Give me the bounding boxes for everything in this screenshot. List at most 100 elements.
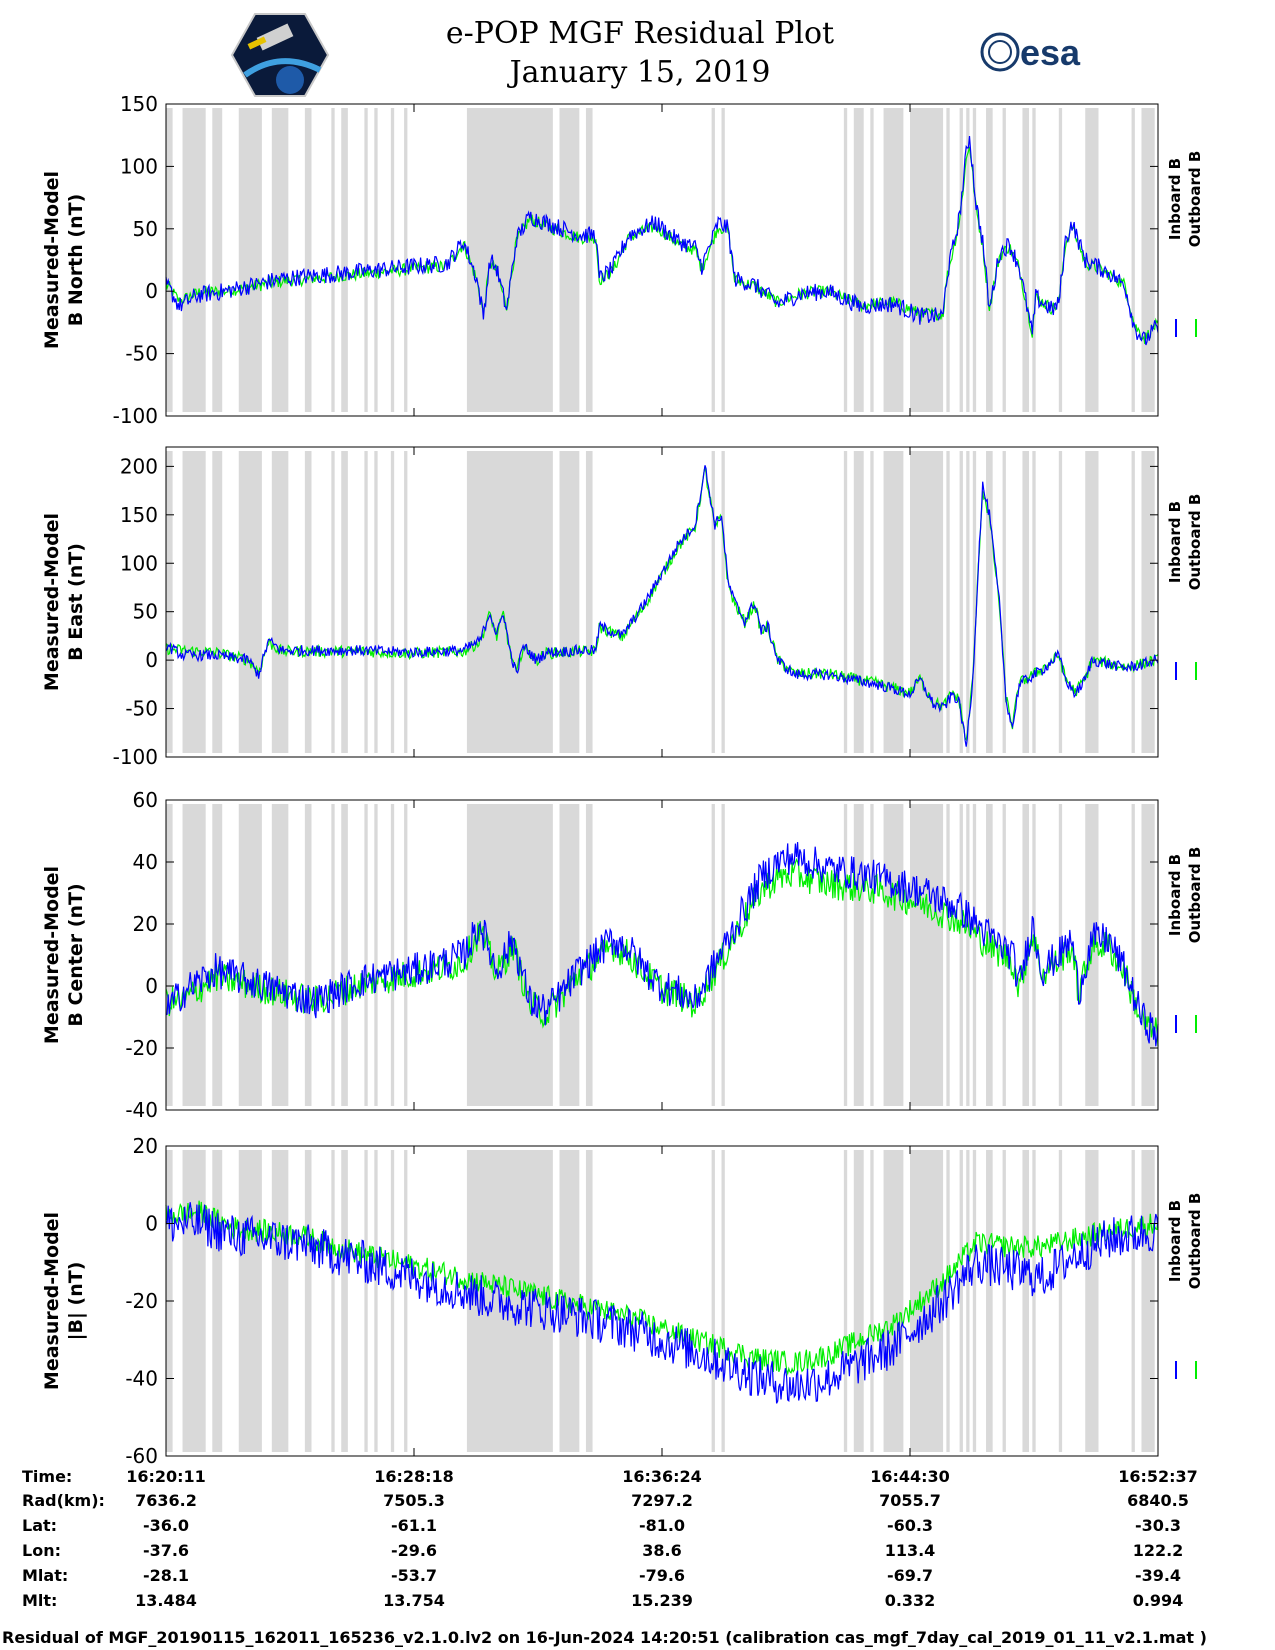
gap-shade <box>986 108 993 412</box>
gap-shade <box>390 108 395 412</box>
gap-shade <box>374 451 378 753</box>
gap-shade <box>404 1150 408 1452</box>
gap-shade <box>374 804 378 1106</box>
gap-shade <box>182 1150 206 1452</box>
gap-shade <box>1058 1150 1063 1452</box>
y-axis-label-line1: Measured-Model <box>41 171 63 349</box>
gap-shade <box>559 804 580 1106</box>
gap-shade <box>721 1150 725 1452</box>
gap-shade <box>182 108 206 412</box>
y-axis-label-line1: Measured-Model <box>41 866 63 1044</box>
gap-shade <box>238 108 262 412</box>
table-cell: -53.7 <box>391 1566 437 1585</box>
gap-shade <box>390 451 395 753</box>
y-tick-label: 0 <box>145 974 158 998</box>
gap-shade <box>466 108 553 412</box>
gap-shade <box>1002 451 1006 753</box>
gap-shade <box>1058 451 1063 753</box>
gap-shade <box>304 108 312 412</box>
y-tick-label: 60 <box>133 788 158 812</box>
table-row-label: Lat: <box>22 1516 57 1535</box>
gap-shade <box>959 451 963 753</box>
y-tick-label: 150 <box>120 503 158 527</box>
gap-shade <box>1141 451 1155 753</box>
y-tick-label: 20 <box>133 1134 158 1158</box>
gap-shade <box>946 451 950 753</box>
gap-shade <box>883 1150 904 1452</box>
gap-shade <box>238 804 262 1106</box>
series-inboard-line <box>165 842 1159 1047</box>
gap-shade <box>166 108 173 412</box>
gap-shade <box>883 451 904 753</box>
gap-shade <box>304 804 312 1106</box>
gap-shade <box>331 108 335 412</box>
y-axis-label-line1: Measured-Model <box>41 1212 63 1390</box>
legend-inboard-label: Inboard B <box>1166 501 1184 583</box>
y-tick-label: 100 <box>120 551 158 575</box>
plot-date: January 15, 2019 <box>507 55 771 90</box>
gap-shade <box>390 804 395 1106</box>
series-outboard-line <box>165 466 1159 741</box>
gap-shade <box>870 804 874 1106</box>
gap-shade <box>559 451 580 753</box>
gap-shade <box>1032 1150 1036 1452</box>
gap-shade <box>843 1150 848 1452</box>
gap-shade <box>959 804 963 1106</box>
legend-outboard-label: Outboard B <box>1186 1193 1204 1290</box>
cassiope-logo <box>230 13 330 97</box>
gap-shade <box>271 1150 289 1452</box>
y-tick-label: 100 <box>120 154 158 178</box>
y-axis-label-line2: B East (nT) <box>65 543 87 661</box>
y-tick-label: -100 <box>113 404 158 428</box>
gap-shade <box>972 108 977 412</box>
gap-shade <box>304 451 312 753</box>
gap-shade <box>946 108 950 412</box>
gap-shade <box>711 451 715 753</box>
axes-frame <box>165 1145 1159 1457</box>
gap-shade <box>364 451 368 753</box>
gap-shade <box>1022 1150 1030 1452</box>
table-cell: 16:36:24 <box>622 1467 702 1486</box>
legend-inboard-label: Inboard B <box>1166 854 1184 936</box>
table-cell: 0.332 <box>885 1591 936 1610</box>
gap-shade <box>374 108 378 412</box>
esa-logo-text: esa <box>1020 32 1081 73</box>
table-cell: 15.239 <box>631 1591 693 1610</box>
gap-shade <box>390 1150 395 1452</box>
table-cell: -28.1 <box>143 1566 189 1585</box>
gap-shade <box>341 1150 348 1452</box>
panel-center: 60 40 20 0 -20 -40 Measured-Model B Center (nT)… <box>41 788 1204 1122</box>
gap-shade <box>853 451 864 753</box>
gap-shade <box>585 1150 593 1452</box>
gap-shade <box>331 451 335 753</box>
gap-shade <box>364 804 368 1106</box>
table-cell: -37.6 <box>143 1541 189 1560</box>
legend-outboard-label: Outboard B <box>1186 494 1204 591</box>
table-cell: 7055.7 <box>879 1491 941 1510</box>
gap-shade <box>331 1150 335 1452</box>
y-tick-label: -50 <box>125 342 158 366</box>
gap-shade <box>966 1150 970 1452</box>
table-cell: 13.484 <box>135 1591 197 1610</box>
y-tick-label: 200 <box>120 454 158 478</box>
axes-frame <box>165 799 1159 1111</box>
gap-shade <box>559 108 580 412</box>
gap-shade <box>466 804 553 1106</box>
gap-shade <box>1141 108 1155 412</box>
y-tick-label: 20 <box>133 912 158 936</box>
y-tick-label: -40 <box>125 1098 158 1122</box>
table-cell: -30.3 <box>1135 1516 1181 1535</box>
gap-shade <box>1131 108 1135 412</box>
table-cell: 7636.2 <box>135 1491 197 1510</box>
gap-shade <box>1022 451 1030 753</box>
legend: Inboard B Outboard B <box>1166 151 1204 337</box>
table-cell: 0.994 <box>1133 1591 1184 1610</box>
axes-frame <box>165 103 1159 417</box>
table-row-label: Mlt: <box>22 1591 57 1610</box>
gap-shade <box>966 108 970 412</box>
gap-shade <box>1141 804 1155 1106</box>
gap-shade <box>1085 1150 1099 1452</box>
footer-caption: Residual of MGF_20190115_162011_165236_v… <box>2 1628 1207 1647</box>
y-tick-label: -60 <box>125 1444 158 1468</box>
gap-shade <box>711 108 715 412</box>
